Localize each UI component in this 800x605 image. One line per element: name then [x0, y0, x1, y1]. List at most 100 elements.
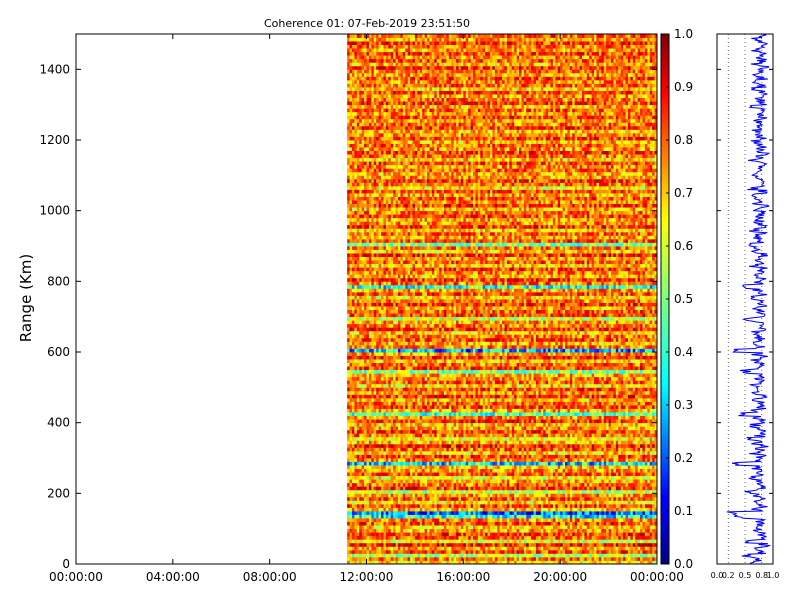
- heatmap-cell: [470, 447, 474, 452]
- heatmap-cell: [526, 479, 530, 484]
- heatmap-cell: [359, 475, 363, 480]
- heatmap-cell: [453, 489, 457, 494]
- heatmap-cell: [410, 433, 413, 438]
- heatmap-cell: [451, 465, 455, 469]
- heatmap-cell: [562, 496, 566, 501]
- heatmap-cell: [516, 443, 520, 448]
- heatmap-cell: [460, 493, 464, 498]
- heatmap-cell: [620, 511, 624, 515]
- heatmap-cell: [410, 514, 413, 519]
- heatmap-cell: [446, 465, 450, 469]
- heatmap-cell: [499, 546, 503, 551]
- heatmap-cell: [482, 496, 486, 501]
- heatmap-cell: [613, 507, 617, 512]
- heatmap-cell: [632, 521, 636, 526]
- heatmap-cell: [351, 521, 355, 526]
- heatmap-cell: [640, 475, 643, 480]
- heatmap-cell: [439, 458, 442, 462]
- heatmap-cell: [373, 549, 377, 554]
- heatmap-cell: [364, 549, 367, 554]
- heatmap-cell: [492, 521, 496, 526]
- heatmap-cell: [376, 450, 379, 455]
- heatmap-cell: [591, 465, 595, 469]
- heatmap-cell: [393, 440, 396, 445]
- heatmap-cell: [497, 433, 501, 438]
- heatmap-cell: [441, 556, 445, 561]
- heatmap-cell: [584, 528, 588, 533]
- heatmap-cell: [514, 496, 517, 501]
- heatmap-cell: [618, 433, 622, 438]
- heatmap-cell: [548, 528, 551, 533]
- heatmap-cell: [565, 493, 568, 498]
- heatmap-cell: [584, 440, 588, 445]
- heatmap-cell: [606, 514, 609, 519]
- heatmap-cell: [533, 535, 537, 540]
- heatmap-cell: [489, 518, 493, 522]
- heatmap-cell: [618, 539, 622, 544]
- heatmap-cell: [351, 560, 355, 565]
- heatmap-cell: [489, 511, 493, 515]
- heatmap-cell: [625, 458, 629, 462]
- heatmap-cell: [601, 542, 605, 547]
- heatmap-cell: [347, 475, 350, 480]
- heatmap-cell: [550, 433, 554, 438]
- heatmap-cell: [453, 507, 457, 512]
- heatmap-cell: [557, 539, 561, 544]
- heatmap-cell: [460, 500, 464, 505]
- heatmap-cell: [550, 447, 554, 452]
- heatmap-cell: [589, 518, 593, 522]
- heatmap-cell: [535, 443, 539, 448]
- heatmap-cell: [649, 542, 653, 547]
- heatmap-cell: [366, 549, 370, 554]
- heatmap-cell: [630, 542, 634, 547]
- heatmap-cell: [494, 426, 498, 431]
- heatmap-cell: [443, 472, 447, 477]
- heatmap-cell: [635, 443, 639, 448]
- heatmap-cell: [448, 443, 452, 448]
- heatmap-cell: [412, 482, 416, 487]
- heatmap-cell: [613, 532, 617, 537]
- heatmap-cell: [468, 521, 471, 526]
- heatmap-cell: [538, 546, 542, 551]
- heatmap-cell: [492, 528, 496, 533]
- heatmap-cell: [405, 440, 409, 445]
- heatmap-cell: [579, 461, 583, 466]
- heatmap-cell: [470, 454, 474, 459]
- heatmap-cell: [627, 443, 631, 448]
- heatmap-cell: [429, 486, 433, 491]
- heatmap-cell: [589, 465, 593, 469]
- heatmap-cell: [627, 556, 631, 561]
- heatmap-cell: [424, 465, 428, 469]
- heatmap-cell: [410, 546, 413, 551]
- heatmap-cell: [644, 560, 648, 565]
- heatmap-cell: [477, 556, 481, 561]
- heatmap-cell: [412, 500, 416, 505]
- heatmap-cell: [586, 479, 590, 484]
- heatmap-cell: [460, 447, 464, 452]
- heatmap-cell: [555, 542, 559, 547]
- heatmap-cell: [591, 507, 595, 512]
- heatmap-cell: [395, 479, 399, 484]
- heatmap-cell: [441, 482, 445, 487]
- heatmap-cell: [424, 433, 428, 438]
- heatmap-cell: [434, 479, 438, 484]
- heatmap-cell: [422, 458, 425, 462]
- heatmap-cell: [594, 503, 597, 508]
- heatmap-cell: [376, 489, 379, 494]
- heatmap-cell: [528, 461, 532, 466]
- heatmap-cell: [431, 433, 435, 438]
- heatmap-cell: [523, 511, 527, 515]
- heatmap-cell: [644, 436, 648, 441]
- heatmap-cell: [429, 454, 433, 459]
- heatmap-cell: [642, 433, 646, 438]
- heatmap-cell: [405, 468, 409, 473]
- heatmap-cell: [371, 461, 375, 466]
- heatmap-cell: [354, 525, 358, 530]
- heatmap-cell: [606, 443, 609, 448]
- heatmap-cell: [555, 468, 559, 473]
- heatmap-cell: [456, 443, 459, 448]
- heatmap-cell: [589, 479, 593, 484]
- heatmap-cell: [385, 535, 389, 540]
- heatmap-cell: [623, 450, 626, 455]
- heatmap-cell: [591, 482, 595, 487]
